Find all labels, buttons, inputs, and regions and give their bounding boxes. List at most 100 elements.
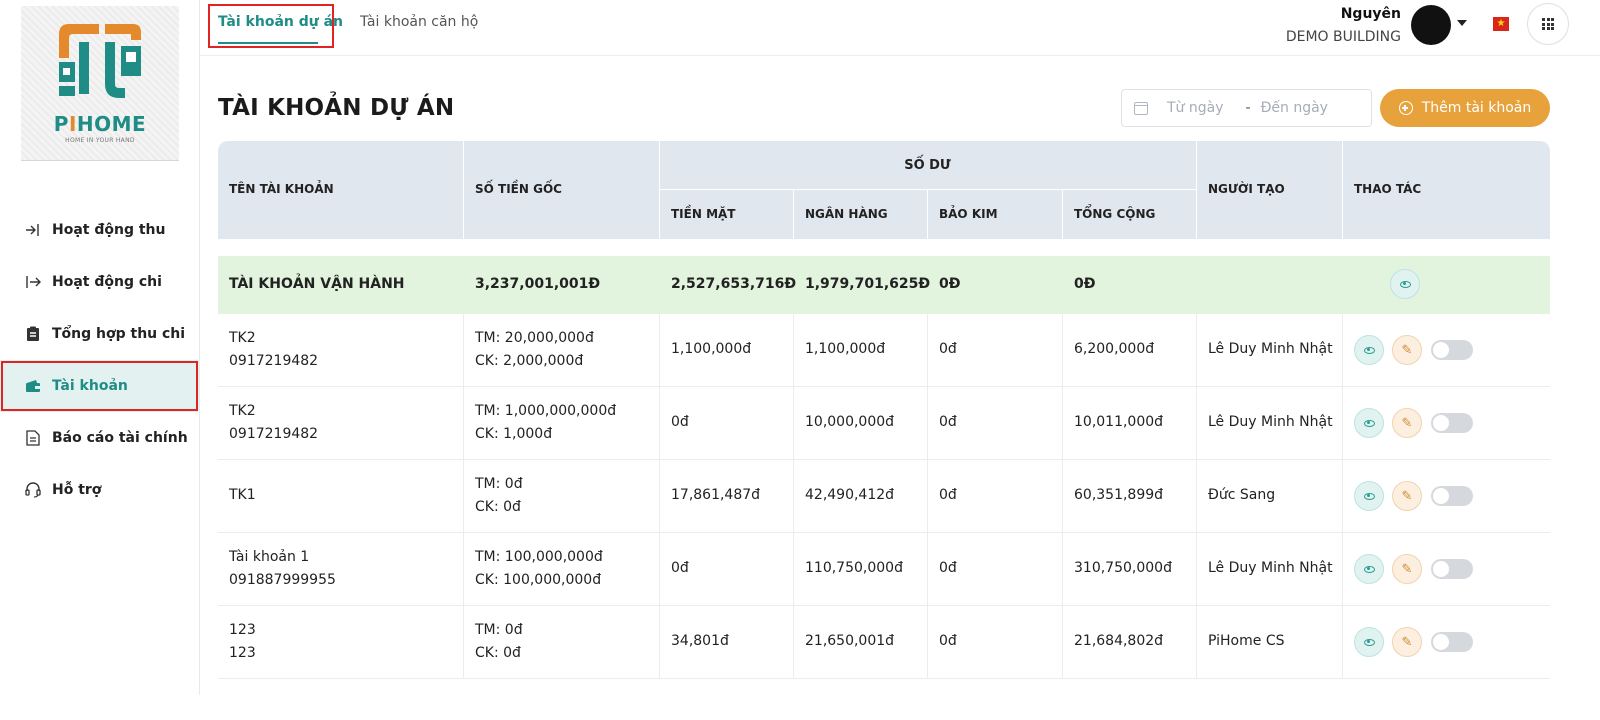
total-value: 310,750,000đ — [1074, 560, 1172, 576]
building-name: DEMO BUILDING — [1285, 29, 1401, 45]
page-title: TÀI KHOẢN DỰ ÁN — [218, 95, 455, 121]
header-actions: THAO TÁC — [1354, 182, 1422, 196]
calendar-icon — [1134, 101, 1148, 115]
total-value: 6,200,000đ — [1074, 341, 1155, 357]
eye-icon — [1363, 419, 1375, 427]
top-bar: Tài khoản dự án Tài khoản căn hộ Nguyên … — [200, 0, 1600, 56]
tab-project-accounts[interactable]: Tài khoản dự án — [218, 14, 344, 30]
table-row: TK2 0917219482 TM: 1,000,000,000đ CK: 1,… — [218, 387, 1550, 460]
plus-circle-icon — [1398, 101, 1413, 115]
cash-value: 17,861,487đ — [671, 487, 761, 503]
sidebar-item-label: Báo cáo tài chính — [52, 430, 188, 446]
pencil-icon: ✎ — [1401, 342, 1413, 358]
grid-icon — [1542, 18, 1554, 30]
brand-logo[interactable]: PIHOME HOME IN YOUR HAND — [21, 6, 179, 161]
eye-icon — [1363, 565, 1375, 573]
header-total: TỔNG CỘNG — [1074, 207, 1156, 221]
original-ck: CK: 2,000,000đ — [475, 353, 584, 369]
operating-name: TÀI KHOẢN VẬN HÀNH — [229, 276, 405, 292]
cash-value: 1,100,000đ — [671, 341, 752, 357]
bank-value: 110,750,000đ — [805, 560, 903, 576]
table-row: 123 123 TM: 0đ CK: 0đ 34,801đ 21,650,001… — [218, 606, 1550, 679]
arrow-right-bar-icon — [24, 221, 42, 239]
sidebar-item-expense[interactable]: Hoạt động chi — [0, 256, 200, 308]
bank-value: 21,650,001đ — [805, 633, 895, 649]
sidebar-item-financial-report[interactable]: Báo cáo tài chính — [0, 412, 200, 464]
edit-button[interactable]: ✎ — [1392, 335, 1422, 365]
view-button[interactable] — [1354, 554, 1384, 584]
clipboard-icon — [24, 325, 42, 343]
status-toggle[interactable] — [1431, 413, 1473, 433]
accounts-table: TÊN TÀI KHOẢN SỐ TIỀN GỐC SỐ DƯ TIỀN MẶT… — [218, 141, 1550, 679]
bao-kim-value: 0đ — [939, 414, 957, 430]
sidebar-item-summary[interactable]: Tổng hợp thu chi — [0, 308, 200, 360]
header-balance: SỐ DƯ — [904, 158, 951, 173]
total-value: 60,351,899đ — [1074, 487, 1164, 503]
eye-icon — [1363, 638, 1375, 646]
account-name: TK2 — [229, 403, 256, 419]
edit-button[interactable]: ✎ — [1392, 481, 1422, 511]
add-account-label: Thêm tài khoản — [1421, 100, 1532, 116]
header-bao-kim: BẢO KIM — [939, 207, 998, 221]
tab-apartment-accounts[interactable]: Tài khoản căn hộ — [360, 14, 479, 30]
table-header: TÊN TÀI KHOẢN SỐ TIỀN GỐC SỐ DƯ TIỀN MẶT… — [218, 141, 1550, 239]
bank-value: 1,100,000đ — [805, 341, 886, 357]
creator-name: PiHome CS — [1208, 633, 1285, 649]
edit-button[interactable]: ✎ — [1392, 554, 1422, 584]
add-account-button[interactable]: Thêm tài khoản — [1380, 89, 1550, 127]
tab-highlight — [208, 4, 334, 48]
total-value: 10,011,000đ — [1074, 414, 1164, 430]
sidebar-item-label: Tài khoản — [52, 378, 128, 394]
status-toggle[interactable] — [1431, 486, 1473, 506]
active-tab-indicator — [218, 42, 318, 44]
brand-name: PIHOME — [53, 112, 147, 136]
avatar[interactable] — [1411, 5, 1451, 45]
status-toggle[interactable] — [1431, 559, 1473, 579]
bar-arrow-right-icon — [24, 273, 42, 291]
sidebar-item-income[interactable]: Hoạt động thu — [0, 204, 200, 256]
view-button[interactable] — [1354, 408, 1384, 438]
vietnam-flag-icon[interactable]: ★ — [1493, 17, 1509, 31]
account-name: Tài khoản 1 — [229, 549, 310, 565]
headset-icon — [24, 481, 42, 499]
apps-menu-button[interactable] — [1527, 3, 1569, 45]
edit-button[interactable]: ✎ — [1392, 627, 1422, 657]
brand-tagline: HOME IN YOUR HAND — [65, 137, 135, 144]
table-row: Tài khoản 1 091887999955 TM: 100,000,000… — [218, 533, 1550, 606]
edit-button[interactable]: ✎ — [1392, 408, 1422, 438]
header-original-amount: SỐ TIỀN GỐC — [475, 182, 562, 196]
view-button[interactable] — [1354, 335, 1384, 365]
original-ck: CK: 0đ — [475, 499, 521, 515]
creator-name: Lê Duy Minh Nhật — [1208, 560, 1333, 576]
status-toggle[interactable] — [1431, 632, 1473, 652]
date-range-picker[interactable]: Từ ngày - Đến ngày — [1121, 89, 1372, 127]
original-tm: TM: 100,000,000đ — [475, 549, 603, 565]
eye-icon — [1363, 346, 1375, 354]
sidebar: PIHOME HOME IN YOUR HAND Hoạt động thu H… — [0, 0, 200, 695]
bao-kim-value: 0đ — [939, 341, 957, 357]
account-name: 123 — [229, 622, 256, 638]
view-button[interactable] — [1354, 481, 1384, 511]
main-content: TÀI KHOẢN DỰ ÁN Từ ngày - Đến ngày Thêm … — [200, 57, 1600, 695]
total-value: 21,684,802đ — [1074, 633, 1164, 649]
sidebar-nav: Hoạt động thu Hoạt động chi Tổng hợp thu… — [0, 204, 200, 516]
creator-name: Lê Duy Minh Nhật — [1208, 341, 1333, 357]
pencil-icon: ✎ — [1401, 634, 1413, 650]
creator-name: Đức Sang — [1208, 487, 1276, 503]
chevron-down-icon[interactable] — [1457, 20, 1467, 26]
pencil-icon: ✎ — [1401, 488, 1413, 504]
account-name: TK1 — [229, 487, 256, 503]
view-button[interactable] — [1354, 627, 1384, 657]
pencil-icon: ✎ — [1401, 415, 1413, 431]
sidebar-item-label: Tổng hợp thu chi — [52, 326, 186, 342]
document-icon — [24, 429, 42, 447]
original-tm: TM: 20,000,000đ — [475, 330, 594, 346]
date-to-input[interactable]: Đến ngày — [1260, 100, 1328, 116]
date-from-input[interactable]: Từ ngày — [1167, 100, 1224, 116]
bao-kim-value: 0đ — [939, 560, 957, 576]
status-toggle[interactable] — [1431, 340, 1473, 360]
sidebar-item-support[interactable]: Hỗ trợ — [0, 464, 200, 516]
sidebar-item-accounts[interactable]: Tài khoản — [0, 360, 200, 412]
view-operating-button[interactable] — [1390, 269, 1420, 299]
eye-icon — [1363, 492, 1375, 500]
